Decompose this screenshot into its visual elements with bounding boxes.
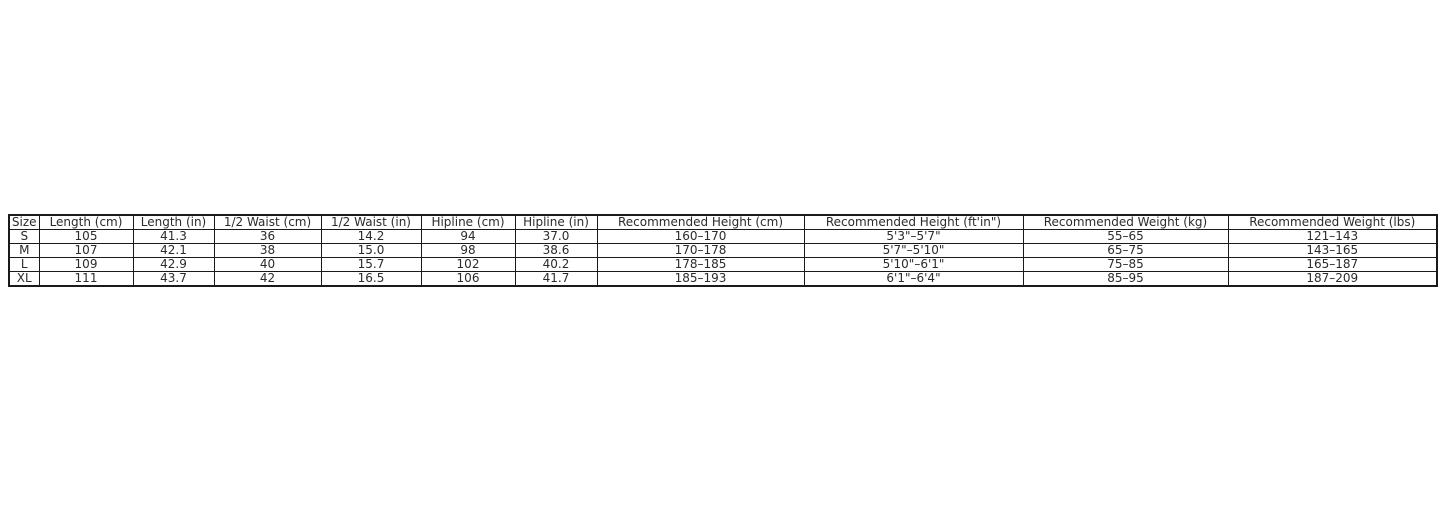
table-cell: 15.0 (320, 243, 422, 258)
table-cell: 6'1"–6'4" (803, 271, 1024, 287)
table-cell: 107 (38, 243, 134, 258)
size-cell: L (8, 257, 40, 272)
column-header-0: Size (8, 214, 40, 230)
table-cell: 42.1 (132, 243, 215, 258)
table-body: S 105 41.3 36 14.2 94 37.0 160–170 5'3"–5'7" 55–6… (8, 229, 1438, 287)
table-cell: 41.7 (514, 271, 598, 287)
table-cell: 38.6 (514, 243, 598, 258)
table-cell: 170–178 (596, 243, 805, 258)
table-cell: 75–85 (1022, 257, 1229, 272)
table-cell: 14.2 (320, 229, 422, 244)
column-header-8: Recommended Height (ft'in") (803, 214, 1024, 230)
table-cell: 102 (420, 257, 516, 272)
table-row: S 105 41.3 36 14.2 94 37.0 160–170 5'3"–5'7" 55–6… (8, 229, 1438, 244)
column-header-2: Length (in) (132, 214, 215, 230)
table-cell: 40 (213, 257, 322, 272)
column-header-4: 1/2 Waist (in) (320, 214, 422, 230)
column-header-7: Recommended Height (cm) (596, 214, 805, 230)
column-header-3: 1/2 Waist (cm) (213, 214, 322, 230)
table-cell: 37.0 (514, 229, 598, 244)
size-cell: M (8, 243, 40, 258)
table-cell: 42 (213, 271, 322, 287)
column-header-5: Hipline (cm) (420, 214, 516, 230)
size-chart-table: Size Length (cm) Length (in) 1/2 Waist (cm)… (8, 214, 1438, 287)
table-row: L 109 42.9 40 15.7 102 40.2 178–185 5'10"–6'1" 75… (8, 257, 1438, 272)
table-cell: 143–165 (1227, 243, 1438, 258)
table-cell: 5'10"–6'1" (803, 257, 1024, 272)
table-row: M 107 42.1 38 15.0 98 38.6 170–178 5'7"–5'10" 65–… (8, 243, 1438, 258)
size-cell: S (8, 229, 40, 244)
size-cell: XL (8, 271, 40, 287)
header-row: Size Length (cm) Length (in) 1/2 Waist (cm)… (8, 214, 1438, 230)
table-cell: 38 (213, 243, 322, 258)
table-cell: 5'3"–5'7" (803, 229, 1024, 244)
table-cell: 15.7 (320, 257, 422, 272)
table-cell: 98 (420, 243, 516, 258)
table-cell: 55–65 (1022, 229, 1229, 244)
table-cell: 36 (213, 229, 322, 244)
table-cell: 105 (38, 229, 134, 244)
column-header-6: Hipline (in) (514, 214, 598, 230)
table-row: XL 111 43.7 42 16.5 106 41.7 185–193 6'1"–6'4" 85… (8, 271, 1438, 287)
table-cell: 160–170 (596, 229, 805, 244)
table-cell: 165–187 (1227, 257, 1438, 272)
table-cell: 5'7"–5'10" (803, 243, 1024, 258)
table-cell: 43.7 (132, 271, 215, 287)
table-cell: 121–143 (1227, 229, 1438, 244)
table-cell: 94 (420, 229, 516, 244)
table-cell: 85–95 (1022, 271, 1229, 287)
table-cell: 106 (420, 271, 516, 287)
table-cell: 185–193 (596, 271, 805, 287)
column-header-9: Recommended Weight (kg) (1022, 214, 1229, 230)
table-cell: 178–185 (596, 257, 805, 272)
table-cell: 65–75 (1022, 243, 1229, 258)
table-cell: 111 (38, 271, 134, 287)
table-cell: 40.2 (514, 257, 598, 272)
column-header-10: Recommended Weight (lbs) (1227, 214, 1438, 230)
column-header-1: Length (cm) (38, 214, 134, 230)
table-cell: 42.9 (132, 257, 215, 272)
table-cell: 16.5 (320, 271, 422, 287)
table-cell: 187–209 (1227, 271, 1438, 287)
table-cell: 109 (38, 257, 134, 272)
table-cell: 41.3 (132, 229, 215, 244)
